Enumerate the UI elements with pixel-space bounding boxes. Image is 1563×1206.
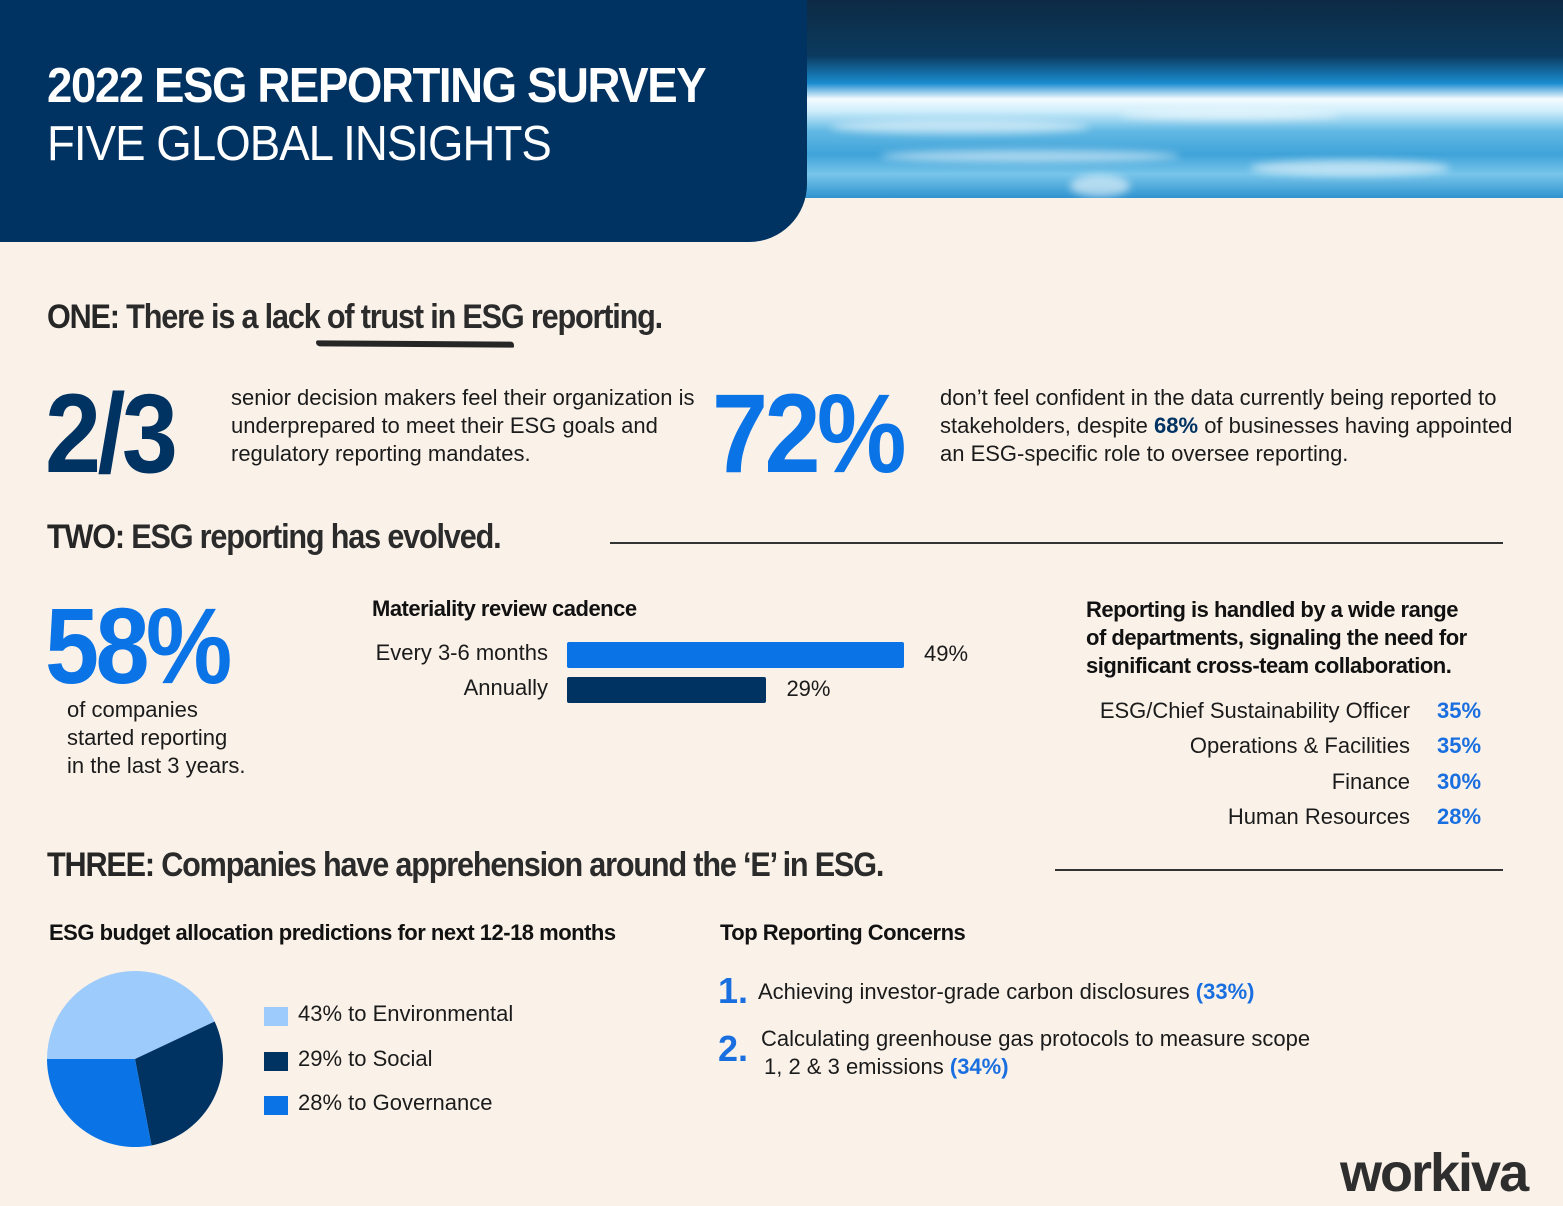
pie-slice-social (135, 1021, 224, 1146)
brush-underline (315, 340, 515, 348)
section-two-lead: TWO: (47, 518, 125, 556)
legend-label: 29% to Social (298, 1046, 433, 1071)
concern-text-line1: Calculating greenhouse gas protocols to … (761, 1026, 1311, 1051)
bar-value-label: 49% (924, 641, 969, 666)
legend-label: 28% to Governance (298, 1090, 493, 1115)
section-one-heading: ONE: There is a lack of trust in ESG rep… (47, 298, 663, 337)
bar-1 (567, 677, 767, 703)
stat-two-thirds-text: senior decision makers feel their organi… (231, 385, 695, 466)
department-name: Finance (1331, 769, 1410, 794)
stat-72-text-post: of businesses having appointed an ESG-sp… (940, 413, 1513, 466)
page-subtitle: FIVE GLOBAL INSIGHTS (47, 117, 552, 171)
stat-two-thirds: 2/3 (45, 371, 178, 496)
stat-58-line1: of companies (67, 697, 198, 722)
concern-number: 1. (718, 970, 749, 1011)
concern-text-line2: 1, 2 & 3 emissions (34%) (761, 1053, 1310, 1081)
section-three-lead: THREE: (47, 846, 155, 884)
section-three-divider (1055, 869, 1503, 871)
department-row: Operations & Facilities 35% (1060, 733, 1500, 763)
page-title: 2022 ESG REPORTING SURVEY (47, 59, 707, 113)
department-row: ESG/Chief Sustainability Officer 35% (1060, 698, 1500, 728)
legend-swatch (264, 1096, 288, 1115)
concern-text: Calculating greenhouse gas protocols to … (761, 1025, 1310, 1081)
bar-value-label: 29% (786, 676, 831, 701)
cadence-chart-title: Materiality review cadence (372, 596, 637, 621)
departments-title: Reporting is handled by a wide range of … (1086, 596, 1467, 680)
legend-swatch (264, 1052, 288, 1071)
department-name: ESG/Chief Sustainability Officer (1099, 698, 1410, 723)
stat-58-line3: in the last 3 years. (67, 753, 246, 778)
concern-text-body: 1, 2 & 3 emissions (764, 1054, 950, 1079)
bar-0 (567, 642, 904, 668)
department-pct: 35% (1437, 733, 1482, 758)
concern-number: 2. (718, 1028, 749, 1069)
section-one-heading-emphasis: lack of trust (264, 298, 424, 336)
section-two-heading-text: ESG reporting has evolved. (131, 518, 501, 556)
concern-text-body: Achieving investor-grade carbon disclosu… (758, 979, 1196, 1004)
concern-pct: (33%) (1195, 979, 1255, 1004)
legend-label: 43% to Environmental (298, 1001, 514, 1026)
section-one-lead: ONE: (47, 298, 120, 336)
department-name: Operations & Facilities (1189, 733, 1410, 758)
stat-72-text-pre: don’t feel confident in the data current… (940, 385, 1497, 438)
stat-72-percent: 72% (712, 371, 907, 496)
stat-58-text: of companies started reporting in the la… (67, 696, 246, 780)
bar-category-label: Every 3-6 months (375, 640, 548, 665)
concerns-title: Top Reporting Concerns (720, 920, 966, 945)
stat-58-percent: 58% (45, 585, 232, 706)
department-pct: 30% (1437, 769, 1482, 794)
departments-title-line2: of departments, signaling the need for (1086, 625, 1467, 650)
title-panel: 2022 ESG REPORTING SURVEY FIVE GLOBAL IN… (0, 0, 807, 242)
earth-horizon-image (790, 0, 1563, 198)
section-one-heading-post: in ESG reporting. (422, 298, 663, 336)
section-one-heading-pre: There is a (126, 298, 265, 336)
section-two-heading: TWO: ESG reporting has evolved. (47, 518, 502, 557)
department-pct: 35% (1437, 698, 1482, 723)
section-three-heading: THREE: Companies have apprehension aroun… (47, 846, 884, 885)
bar-category-label: Annually (463, 675, 548, 700)
pie-slice-governance (47, 1059, 152, 1147)
departments-title-line3: significant cross-team collaboration. (1086, 653, 1452, 678)
budget-pie-chart (47, 971, 224, 1147)
department-name: Human Resources (1227, 804, 1410, 829)
budget-chart-title: ESG budget allocation predictions for ne… (49, 920, 616, 945)
stat-68-highlight: 68% (1154, 413, 1199, 438)
stat-58-line2: started reporting (67, 725, 228, 750)
department-row: Human Resources 28% (1060, 804, 1500, 834)
legend-swatch (264, 1007, 288, 1026)
workiva-logo: workiva (1340, 1143, 1529, 1203)
departments-title-line1: Reporting is handled by a wide range (1086, 597, 1458, 622)
concern-pct: (34%) (949, 1054, 1009, 1079)
section-two-divider (610, 542, 1503, 544)
pie-slice-environmental (47, 971, 215, 1059)
section-three-heading-text: Companies have apprehension around the ‘… (161, 846, 884, 884)
department-pct: 28% (1437, 804, 1482, 829)
concern-text: Achieving investor-grade carbon disclosu… (758, 978, 1254, 1006)
department-row: Finance 30% (1060, 769, 1500, 799)
stat-72-percent-text: don’t feel confident in the data current… (940, 384, 1530, 468)
